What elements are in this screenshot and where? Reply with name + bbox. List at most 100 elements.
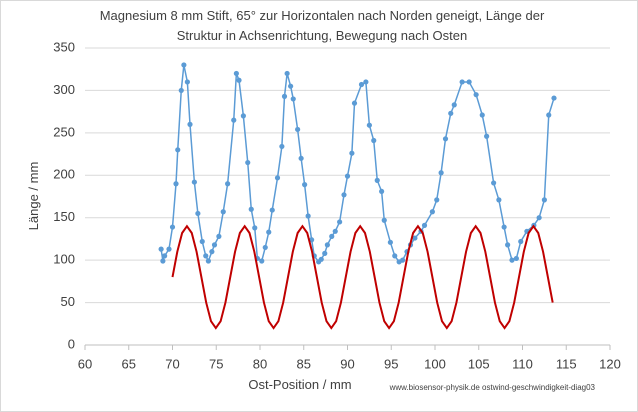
- data-point: [513, 255, 519, 262]
- y-tick-label: 350: [53, 39, 75, 54]
- data-point: [187, 121, 193, 127]
- data-point: [496, 197, 502, 203]
- chart-title: Magnesium 8 mm Stift, 65° zur Horizontal…: [100, 8, 545, 23]
- data-point: [438, 170, 444, 176]
- data-point: [160, 258, 166, 264]
- x-tick-label: 95: [384, 356, 398, 371]
- data-point: [288, 83, 294, 89]
- data-point: [203, 253, 209, 259]
- data-point: [191, 179, 197, 185]
- y-tick-label: 300: [53, 82, 75, 97]
- data-point: [279, 143, 285, 150]
- data-point: [392, 253, 398, 259]
- data-point: [366, 122, 372, 128]
- data-point: [231, 117, 237, 123]
- x-tick-label: 110: [512, 356, 533, 371]
- data-point: [429, 209, 435, 215]
- data-point: [381, 217, 387, 223]
- data-point: [259, 258, 265, 264]
- data-point: [374, 177, 380, 183]
- x-tick-label: 115: [556, 356, 577, 371]
- data-point: [363, 79, 369, 85]
- data-point: [284, 70, 290, 77]
- data-point: [209, 249, 215, 255]
- data-point: [358, 81, 365, 88]
- data-point: [509, 257, 515, 263]
- data-point: [442, 136, 449, 142]
- data-point: [281, 93, 288, 99]
- x-tick-label: 60: [78, 356, 92, 371]
- data-point: [371, 137, 377, 144]
- data-point: [318, 256, 324, 262]
- data-point: [166, 246, 172, 252]
- data-point: [387, 239, 393, 245]
- data-point: [505, 242, 511, 248]
- data-point: [546, 112, 552, 118]
- data-point: [337, 219, 343, 225]
- data-point: [451, 102, 457, 108]
- data-point: [266, 229, 272, 235]
- data-point: [175, 147, 181, 153]
- x-tick-label: 75: [209, 356, 223, 371]
- x-tick-label: 100: [424, 356, 446, 371]
- data-point: [290, 96, 296, 102]
- data-point: [459, 79, 465, 85]
- data-point: [178, 87, 184, 94]
- data-point: [305, 213, 311, 219]
- series-line: [171, 224, 554, 330]
- data-point: [216, 233, 222, 239]
- data-point: [484, 133, 490, 139]
- data-point: [162, 253, 168, 259]
- data-point: [541, 197, 547, 203]
- data-point: [322, 250, 328, 256]
- data-point: [295, 126, 301, 133]
- x-tick-label: 70: [165, 356, 179, 371]
- data-point: [269, 207, 275, 213]
- x-tick-label: 80: [253, 356, 267, 371]
- chart-title: Struktur in Achsenrichtung, Bewegung nac…: [177, 28, 468, 43]
- data-point: [501, 224, 507, 230]
- data-point: [434, 197, 440, 203]
- x-tick-label: 90: [340, 356, 354, 371]
- x-tick-label: 65: [122, 356, 136, 371]
- data-point: [236, 77, 242, 83]
- data-point: [233, 70, 239, 77]
- data-point: [195, 210, 201, 217]
- data-point: [466, 79, 472, 85]
- x-tick-label: 120: [599, 356, 621, 371]
- y-tick-label: 0: [68, 336, 75, 351]
- data-point: [245, 159, 251, 166]
- data-point: [169, 224, 176, 230]
- data-point: [379, 188, 385, 195]
- data-point: [551, 95, 557, 101]
- data-point: [341, 192, 347, 198]
- data-point: [302, 182, 308, 188]
- data-point: [205, 258, 211, 264]
- data-point: [349, 150, 355, 156]
- data-point: [344, 173, 351, 179]
- annotation: www.biosensor-physik.de ostwind-geschwin…: [389, 383, 596, 392]
- data-point: [421, 222, 428, 228]
- y-tick-label: 200: [53, 167, 75, 182]
- data-point: [199, 238, 205, 245]
- y-tick-label: 50: [61, 294, 75, 309]
- data-point: [491, 180, 497, 186]
- data-point: [329, 233, 335, 239]
- data-point: [248, 206, 254, 212]
- x-tick-label: 85: [297, 356, 311, 371]
- x-axis-label: Ost-Position / mm: [248, 377, 351, 392]
- data-point: [211, 242, 218, 248]
- data-point: [518, 238, 524, 245]
- data-point: [448, 110, 454, 116]
- data-point: [298, 155, 304, 161]
- data-point: [184, 79, 190, 85]
- data-point: [536, 215, 542, 221]
- data-point: [351, 100, 358, 106]
- data-point: [400, 257, 406, 263]
- data-point: [479, 112, 485, 118]
- data-point: [181, 62, 187, 68]
- data-point: [332, 228, 338, 234]
- data-point: [220, 209, 226, 215]
- y-tick-label: 250: [53, 124, 75, 139]
